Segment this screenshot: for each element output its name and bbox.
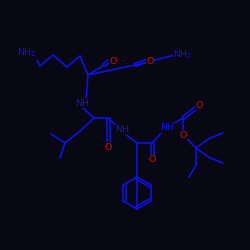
- Text: O: O: [104, 142, 112, 152]
- Text: NH$_2$: NH$_2$: [173, 49, 193, 61]
- Text: NH: NH: [115, 126, 129, 134]
- Text: O: O: [179, 130, 187, 140]
- Text: O: O: [146, 56, 154, 66]
- Text: O: O: [148, 156, 156, 164]
- Text: O: O: [195, 100, 203, 110]
- Text: NH: NH: [75, 98, 89, 108]
- Text: NH: NH: [160, 124, 174, 132]
- Text: NH$_2$: NH$_2$: [17, 47, 37, 59]
- Text: O: O: [109, 56, 117, 66]
